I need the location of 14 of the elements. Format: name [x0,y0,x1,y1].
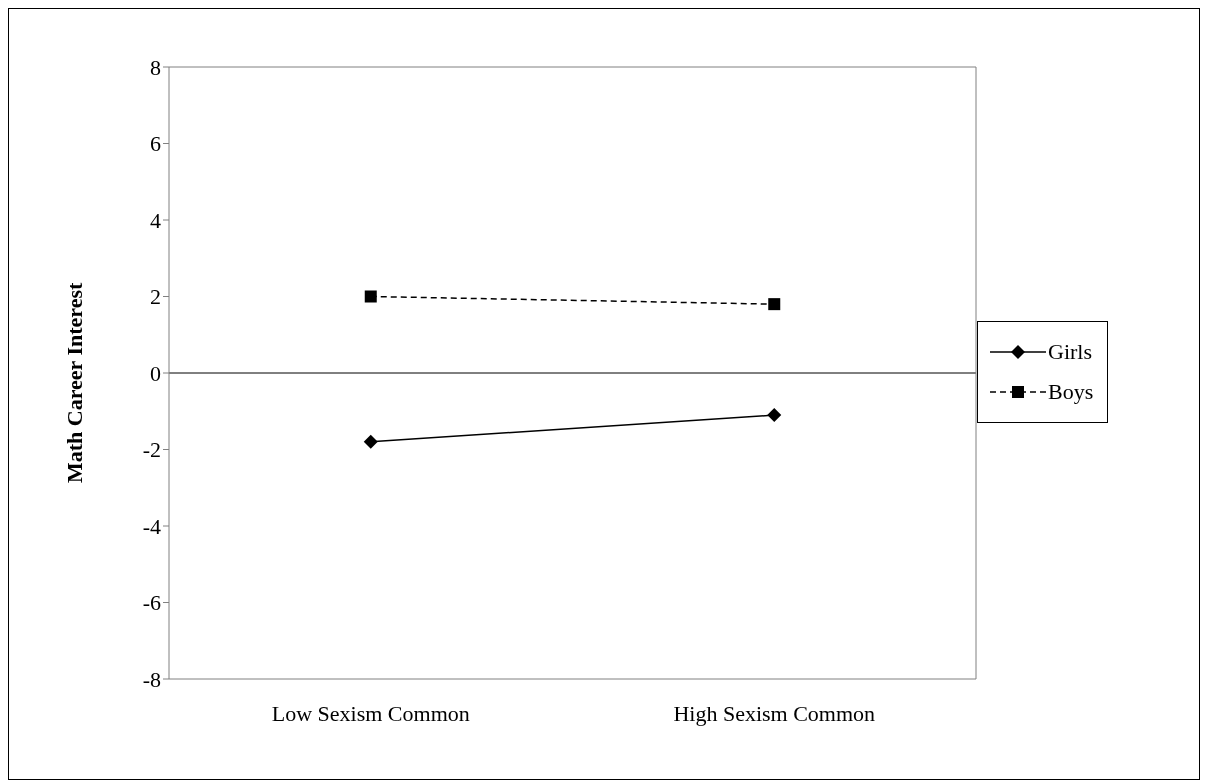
x-tick-label: High Sexism Common [673,700,876,726]
y-tick-label: 0 [150,360,161,386]
y-tick-label: -8 [142,666,161,692]
y-tick-label: 8 [150,54,161,80]
y-tick-label: 2 [150,284,161,310]
x-tick-label: Low Sexism Common [271,700,470,726]
y-tick-label: -2 [142,437,161,463]
legend-label: Boys [1048,379,1094,405]
y-tick-label: 4 [150,207,161,233]
y-tick-label: -4 [142,513,161,539]
y-axis-title: Math Career Interest [61,281,87,483]
y-tick-label: -6 [142,590,161,616]
legend-label: Girls [1048,339,1092,365]
y-tick-label: 6 [150,131,161,157]
